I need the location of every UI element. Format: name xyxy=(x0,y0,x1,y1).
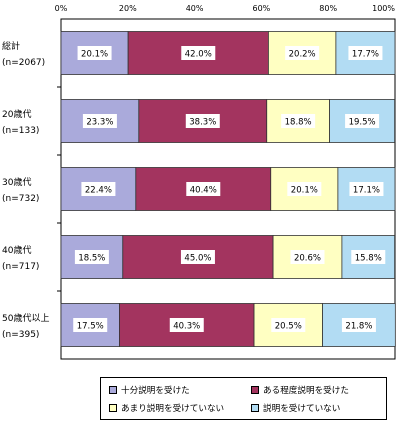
data-label-box xyxy=(180,250,215,264)
x-tick-label: 100% xyxy=(372,4,395,13)
data-label: 20.2% xyxy=(289,50,316,60)
data-label-box xyxy=(73,318,108,332)
x-tick-label: 20% xyxy=(119,4,137,13)
legend-swatch xyxy=(109,404,117,412)
legend-swatch xyxy=(251,404,259,412)
data-label-box xyxy=(281,114,316,128)
category-sublabel: (n=717) xyxy=(2,262,39,272)
data-label: 18.8% xyxy=(285,118,312,128)
data-label: 23.3% xyxy=(86,118,113,128)
data-label: 20.1% xyxy=(291,186,318,196)
category-label: 20歳代 xyxy=(2,108,31,120)
data-label-box xyxy=(271,318,306,332)
category-sublabel: (n=133) xyxy=(2,126,39,136)
category-label: 50歳代以上 xyxy=(2,312,49,324)
data-label-box xyxy=(287,182,322,196)
legend-item-not-explained: 説明を受けていない xyxy=(251,402,340,414)
data-label-box xyxy=(351,250,386,264)
data-label-box xyxy=(185,114,220,128)
data-label: 20.1% xyxy=(81,50,108,60)
bar-segment xyxy=(329,99,396,143)
legend-label: あまり説明を受けていない xyxy=(121,404,225,414)
data-label: 20.6% xyxy=(294,254,321,264)
data-label-box xyxy=(290,250,325,264)
data-label-box xyxy=(181,46,216,60)
data-label: 22.4% xyxy=(85,186,112,196)
legend-swatch xyxy=(109,386,117,394)
legend: 十分説明を受けた ある程度説明を受けた あまり説明を受けていない 説明を受けてい… xyxy=(100,377,387,420)
bar-segment xyxy=(322,303,396,347)
data-label: 17.7% xyxy=(352,50,379,60)
category-sublabel: (n=395) xyxy=(2,330,39,340)
data-label-box xyxy=(77,46,112,60)
data-label: 19.5% xyxy=(349,118,376,128)
data-label-box xyxy=(169,318,204,332)
data-label: 17.1% xyxy=(353,186,380,196)
data-label: 15.8% xyxy=(355,254,382,264)
category-label: 30歳代 xyxy=(2,176,31,188)
data-label-box xyxy=(186,182,221,196)
category-label: 40歳代 xyxy=(2,244,31,256)
data-label: 42.0% xyxy=(185,50,212,60)
legend-item-somewhat-explained: ある程度説明を受けた xyxy=(251,384,349,396)
data-label-box xyxy=(345,114,380,128)
data-label: 20.5% xyxy=(275,322,302,332)
data-label-box xyxy=(349,182,384,196)
legend-label: 説明を受けていない xyxy=(263,404,341,414)
data-label: 38.3% xyxy=(189,118,216,128)
data-label: 40.3% xyxy=(173,322,200,332)
data-label-box xyxy=(82,114,117,128)
data-label: 17.5% xyxy=(77,322,104,332)
x-tick-label: 60% xyxy=(253,4,271,13)
data-label-box xyxy=(341,318,376,332)
x-tick-label: 40% xyxy=(186,4,204,13)
legend-label: 十分説明を受けた xyxy=(121,386,190,396)
data-label: 21.8% xyxy=(345,322,372,332)
data-label-box xyxy=(285,46,320,60)
x-tick-label: 0% xyxy=(55,4,68,13)
x-tick-label: 80% xyxy=(319,4,337,13)
data-label-box xyxy=(348,46,383,60)
category-sublabel: (n=2067) xyxy=(2,58,45,68)
data-label: 40.4% xyxy=(190,186,217,196)
data-label: 18.5% xyxy=(78,254,105,264)
legend-swatch xyxy=(251,386,259,394)
legend-item-barely-explained: あまり説明を受けていない xyxy=(109,402,224,414)
data-label-box xyxy=(81,182,116,196)
legend-label: ある程度説明を受けた xyxy=(263,386,349,396)
data-label: 45.0% xyxy=(184,254,211,264)
legend-item-fully-explained: 十分説明を受けた xyxy=(109,384,190,396)
category-label: 総計 xyxy=(2,40,20,52)
category-sublabel: (n=732) xyxy=(2,194,39,204)
data-label-box xyxy=(74,250,109,264)
